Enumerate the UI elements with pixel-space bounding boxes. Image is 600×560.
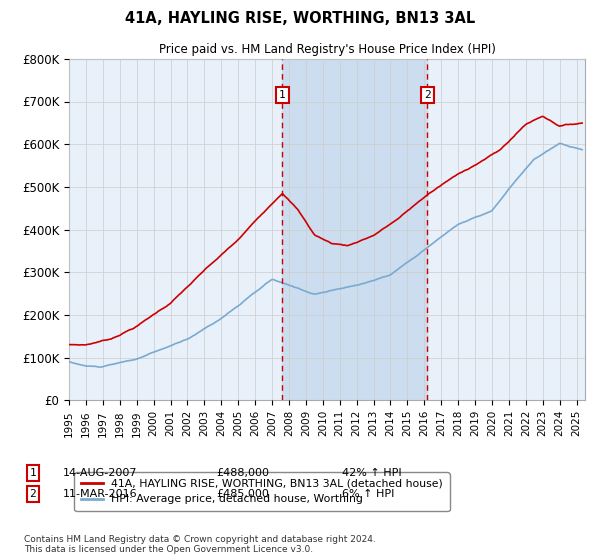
Text: 2: 2 xyxy=(29,489,37,499)
Title: Price paid vs. HM Land Registry's House Price Index (HPI): Price paid vs. HM Land Registry's House … xyxy=(158,43,496,56)
Text: £488,000: £488,000 xyxy=(216,468,269,478)
Text: 1: 1 xyxy=(279,90,286,100)
Text: 42% ↑ HPI: 42% ↑ HPI xyxy=(342,468,401,478)
Text: 2: 2 xyxy=(424,90,431,100)
Text: 41A, HAYLING RISE, WORTHING, BN13 3AL: 41A, HAYLING RISE, WORTHING, BN13 3AL xyxy=(125,11,475,26)
Text: 14-AUG-2007: 14-AUG-2007 xyxy=(63,468,137,478)
Text: £485,000: £485,000 xyxy=(216,489,269,499)
Text: 1: 1 xyxy=(29,468,37,478)
Text: 6% ↑ HPI: 6% ↑ HPI xyxy=(342,489,394,499)
Legend: 41A, HAYLING RISE, WORTHING, BN13 3AL (detached house), HPI: Average price, deta: 41A, HAYLING RISE, WORTHING, BN13 3AL (d… xyxy=(74,473,449,511)
Text: 11-MAR-2016: 11-MAR-2016 xyxy=(63,489,137,499)
Bar xyxy=(283,59,427,400)
Text: Contains HM Land Registry data © Crown copyright and database right 2024.
This d: Contains HM Land Registry data © Crown c… xyxy=(24,535,376,554)
